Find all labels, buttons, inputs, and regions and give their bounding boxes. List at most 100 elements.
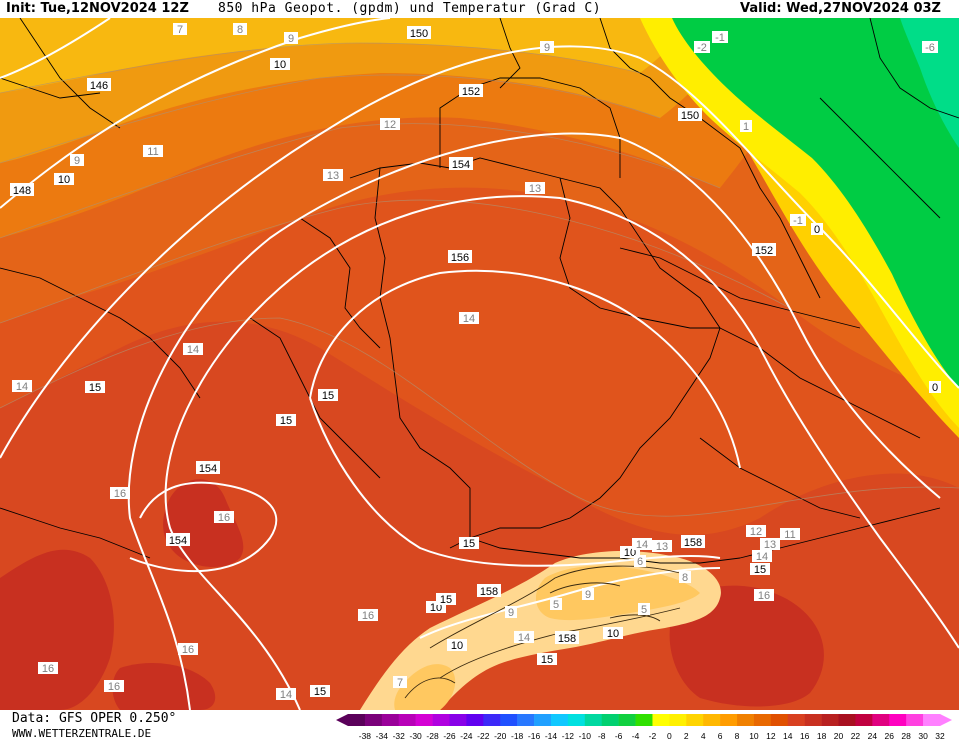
svg-text:5: 5 [641,604,647,616]
legend-swatch [770,714,789,726]
svg-text:6: 6 [637,556,643,568]
legend-tick-label: 6 [718,731,723,741]
temp-label-16d: 16 [178,643,198,656]
temp-label-14f: 14 [632,538,652,551]
svg-text:14: 14 [280,689,292,701]
isohypse-label-146: 146 [87,78,111,92]
legend-tick-label: -20 [494,731,507,741]
legend-tick-label: 32 [935,731,945,741]
temp-label-15c: 15 [276,414,296,427]
temp-label-10a: 10 [270,58,290,71]
svg-text:16: 16 [758,590,770,602]
temp-field-16-sw [0,549,114,710]
temp-label-10b: 10 [54,173,74,186]
legend-swatch [821,714,839,726]
legend-swatch [838,714,856,726]
isohypse-154b [129,481,278,573]
temp-label-15e: 15 [750,563,770,576]
temp-label-13a: 13 [323,169,343,182]
legend-swatch [855,714,873,726]
svg-text:10: 10 [274,59,286,71]
isohypse-label-158b: 158 [477,584,501,598]
temp-label-6: 6 [634,555,646,568]
legend-tick-label: 4 [701,731,706,741]
svg-text:16: 16 [218,512,230,524]
valid-time: Valid: Wed,27NOV2024 03Z [740,1,941,16]
legend-swatch [787,714,805,726]
temp-label-1: 1 [740,120,752,133]
legend-labels: -38 -34 -32 -30 -28 -26 -24 -22 -20 -18 -16 -14 -12-… [359,731,945,741]
legend-swatch [906,714,924,726]
svg-text:15: 15 [541,654,553,666]
legend-tick-label: 28 [901,731,911,741]
svg-text:-2: -2 [697,42,707,54]
svg-text:14: 14 [756,551,768,563]
temp-field-8 [0,18,700,93]
temp-label-13d: 13 [652,540,672,553]
svg-text:15: 15 [314,686,326,698]
temp-label-14g: 14 [514,631,534,644]
legend-swatch [669,714,687,726]
isohypse-label-152b-text: 152 [755,245,773,257]
svg-text:7: 7 [177,24,183,36]
legend-tick-label: -26 [443,731,456,741]
isohypse-label-158c: 158 [555,631,579,645]
isohypse-label-group: 146 148 150 150 152 152 154 154 154 156 … [10,26,776,645]
legend-arrow-high [940,714,952,726]
header-bar: Init: Tue,12NOV2024 12Z 850 hPa Geopot. … [0,0,959,18]
legend-swatch [348,714,366,726]
isohypse-154 [164,195,959,710]
legend-tick-label: 18 [817,731,827,741]
isohypse-label-148-text: 148 [13,185,31,197]
legend-swatch [381,714,400,726]
isohypse-label-150a: 150 [407,26,431,40]
svg-text:5: 5 [553,599,559,611]
svg-text:16: 16 [42,663,54,675]
svg-text:13: 13 [327,170,339,182]
temp-field-minus2 [670,18,959,388]
svg-text:14: 14 [636,539,648,551]
svg-text:13: 13 [529,183,541,195]
isohypse-label-154a: 154 [449,157,473,171]
svg-text:15: 15 [322,390,334,402]
legend-swatch [466,714,484,726]
temp-field-minus6 [900,18,959,148]
legend-swatch [923,714,941,726]
legend-swatch [449,714,467,726]
isohypse-label-154c: 154 [166,533,190,547]
temp-label-16g: 16 [754,589,774,602]
temp-label-15g: 15 [310,685,330,698]
temp-label-16c: 16 [358,609,378,622]
isohypse-label-152b: 152 [752,243,776,257]
svg-text:13: 13 [656,541,668,553]
isohypse-156 [309,269,741,469]
svg-text:16: 16 [114,488,126,500]
temp-label-13c: 13 [760,538,780,551]
temp-label-7: 7 [173,23,187,36]
temp-label-5b: 5 [638,603,650,616]
chart-title: 850 hPa Geopot. (gpdm) und Temperatur (G… [218,1,602,16]
legend-swatch [703,714,721,726]
svg-text:8: 8 [237,24,243,36]
temp-label-14a: 14 [183,343,203,356]
temp-label-5a: 5 [550,598,562,611]
legend-tick-label: -2 [649,731,657,741]
svg-text:14: 14 [518,632,530,644]
svg-text:7: 7 [397,677,403,689]
svg-text:10: 10 [58,174,70,186]
legend-swatch [618,714,636,726]
svg-text:11: 11 [147,146,158,158]
temp-label-14e: 14 [752,550,772,563]
isotherms [0,42,959,517]
isohypse-label-156-text: 156 [451,252,469,264]
temp-label-12: 12 [380,118,400,131]
legend-tick-label: -4 [632,731,640,741]
legend-swatch [601,714,619,726]
isohypse-label-148: 148 [10,183,34,197]
svg-text:16: 16 [362,610,374,622]
isohypse-158 [419,567,721,639]
legend-tick-label: -8 [598,731,606,741]
temp-label-15f: 15 [537,653,557,666]
temp-label-11b: 11 [780,528,800,541]
svg-text:0: 0 [814,224,820,236]
